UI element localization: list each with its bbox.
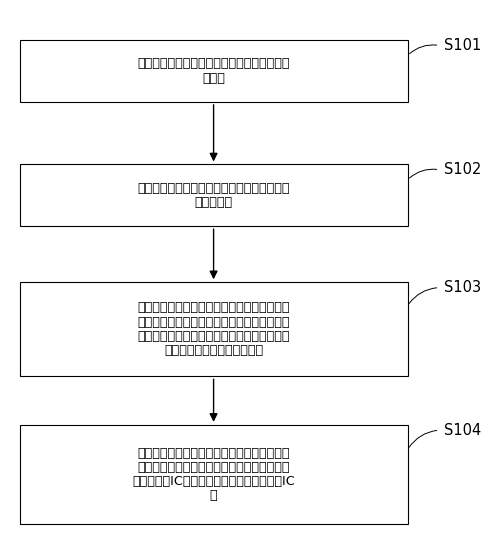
Text: S101: S101 bbox=[444, 38, 482, 53]
Text: 的视频认证数据，并将所述视频认证数据和个: 的视频认证数据，并将所述视频认证数据和个 bbox=[137, 316, 290, 329]
Text: 人身份信息发送至后台服务端，通过所述后台: 人身份信息发送至后台服务端，通过所述后台 bbox=[137, 330, 290, 343]
Text: S104: S104 bbox=[444, 423, 482, 437]
Bar bbox=[20, 40, 408, 102]
Text: 动编写至一IC卡中，以生成用户的社保金融IC: 动编写至一IC卡中，以生成用户的社保金融IC bbox=[132, 475, 295, 488]
Bar bbox=[20, 425, 408, 524]
Text: 接收到后台服务端发送过来的比对完成的指令: 接收到后台服务端发送过来的比对完成的指令 bbox=[137, 447, 290, 459]
Text: 后，根据所述个人申请信息、个人身份信息自: 后，根据所述个人申请信息、个人身份信息自 bbox=[137, 461, 290, 474]
Text: S102: S102 bbox=[444, 162, 482, 177]
Text: 份信息: 份信息 bbox=[202, 72, 225, 84]
Text: 卡: 卡 bbox=[210, 490, 218, 502]
Text: 接收并存储用户输入的个人申请信息、个人身: 接收并存储用户输入的个人申请信息、个人身 bbox=[137, 58, 290, 70]
Bar bbox=[20, 165, 408, 226]
Text: 服务端对用户的身份进行比对: 服务端对用户的身份进行比对 bbox=[164, 344, 263, 357]
Bar bbox=[20, 282, 408, 377]
Text: 将用户输入的个人申请信息进行显示，并显示: 将用户输入的个人申请信息进行显示，并显示 bbox=[137, 182, 290, 195]
Text: 一确认菜单: 一确认菜单 bbox=[194, 196, 233, 209]
Text: 接收到用户确认完成的指令后，接收用户输入: 接收到用户确认完成的指令后，接收用户输入 bbox=[137, 301, 290, 314]
Text: S103: S103 bbox=[444, 280, 482, 295]
